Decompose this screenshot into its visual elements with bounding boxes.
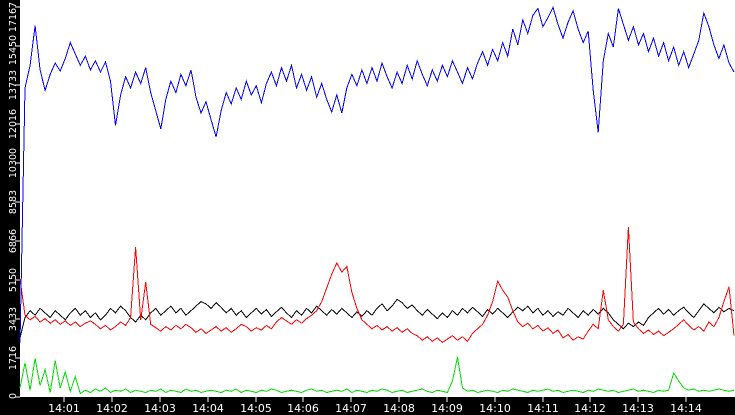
y-axis-label: 10300 xyxy=(8,148,19,178)
x-axis-label: 14:13 xyxy=(622,402,654,415)
y-axis-label: 0 xyxy=(8,393,19,399)
x-axis-label: 14:02 xyxy=(96,402,128,415)
red-series-line xyxy=(19,227,735,344)
y-axis-label: 6866 xyxy=(8,229,19,253)
blue-series-line xyxy=(19,6,735,343)
y-axis-label: 3433 xyxy=(8,307,19,331)
x-axis-label: 14:04 xyxy=(192,402,224,415)
green-series-line xyxy=(19,357,735,395)
y-axis-label: 8583 xyxy=(8,190,19,214)
x-axis-label: 14:08 xyxy=(383,402,415,415)
x-axis-label: 14:07 xyxy=(335,402,367,415)
x-axis-label: 14:12 xyxy=(574,402,606,415)
plot-area xyxy=(20,0,735,397)
x-axis-label: 14:06 xyxy=(287,402,319,415)
x-axis-label: 14:11 xyxy=(527,402,559,415)
x-axis-label: 14:10 xyxy=(479,402,511,415)
black-series-line xyxy=(19,298,735,339)
y-axis-label: 15450 xyxy=(8,35,19,65)
x-axis-label: 14:14 xyxy=(670,402,702,415)
x-axis-label: 14:09 xyxy=(431,402,463,415)
x-axis-label: 14:05 xyxy=(240,402,272,415)
y-axis-label: 5150 xyxy=(8,268,19,292)
y-axis-label: 13733 xyxy=(8,70,19,100)
x-axis-label: 14:01 xyxy=(48,402,80,415)
x-axis-label: 14:03 xyxy=(144,402,176,415)
y-axis-label: 1716 xyxy=(8,346,19,370)
y-axis-label: 17167 xyxy=(8,2,19,32)
y-axis-label: 12016 xyxy=(8,109,19,139)
